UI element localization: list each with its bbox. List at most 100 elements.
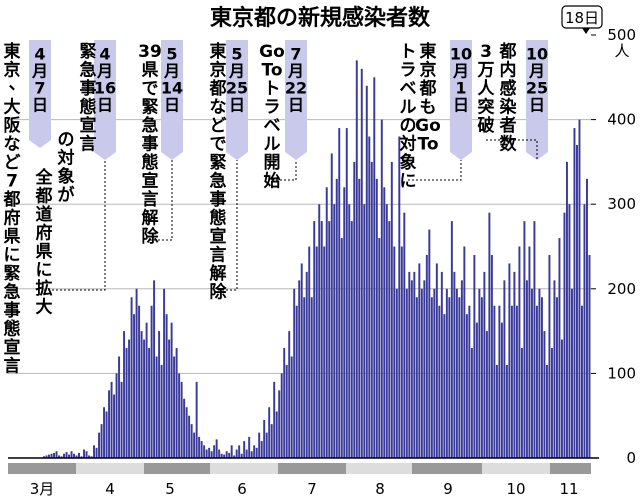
bar	[170, 322, 173, 458]
bar	[113, 394, 116, 458]
bar	[348, 204, 351, 458]
bar	[158, 331, 161, 458]
bar	[143, 339, 146, 458]
bar	[468, 305, 471, 458]
bar	[450, 221, 453, 458]
bar	[588, 254, 591, 458]
svg-text:急: 急	[80, 60, 97, 81]
bar	[533, 221, 536, 458]
svg-text:言: 言	[4, 356, 21, 377]
svg-text:宣: 宣	[142, 171, 159, 192]
leader-line-2	[44, 160, 106, 291]
bar	[578, 119, 581, 458]
x-tick-label: 5	[165, 480, 175, 498]
svg-text:者: 者	[499, 115, 517, 136]
svg-text:7: 7	[290, 45, 301, 64]
bar	[103, 407, 106, 458]
bar	[268, 407, 271, 458]
bar	[445, 288, 448, 458]
svg-text:日: 日	[164, 96, 180, 115]
bar	[535, 305, 538, 458]
bar	[355, 60, 358, 458]
bar	[120, 381, 123, 458]
date-tag-pointer	[29, 140, 51, 148]
x-tick-label: 3月	[30, 480, 55, 498]
bar	[370, 161, 373, 458]
svg-text:内: 内	[500, 60, 517, 81]
bar	[213, 445, 216, 458]
bar	[210, 451, 213, 458]
date-tag-box	[161, 40, 183, 152]
svg-text:緊: 緊	[4, 264, 21, 284]
svg-text:言: 言	[210, 245, 227, 266]
bar	[183, 398, 186, 458]
bar	[538, 288, 541, 458]
bar	[208, 447, 211, 458]
month-band-segment	[210, 463, 278, 474]
bar	[433, 288, 436, 458]
date-tag-box	[526, 40, 548, 152]
bar	[350, 221, 353, 458]
svg-text:16: 16	[94, 79, 116, 98]
svg-text:ル: ル	[400, 98, 417, 118]
month-band-segment	[144, 463, 210, 474]
date-tag-pointer	[450, 152, 472, 160]
svg-text:に: に	[36, 261, 53, 281]
bar	[255, 447, 258, 458]
svg-text:府: 府	[36, 223, 53, 244]
svg-text:言: 言	[80, 134, 97, 155]
x-tick-label: 8	[375, 480, 385, 498]
svg-text:で: で	[210, 135, 227, 155]
svg-text:大: 大	[4, 97, 21, 118]
svg-text:14: 14	[161, 79, 183, 98]
svg-text:22: 22	[285, 79, 307, 98]
bar	[398, 136, 401, 458]
svg-text:開: 開	[264, 153, 281, 173]
bar	[303, 297, 306, 458]
svg-text:道: 道	[36, 204, 53, 225]
bar	[308, 246, 311, 458]
bar	[435, 263, 438, 458]
bar	[470, 348, 473, 458]
svg-text:急: 急	[210, 171, 227, 192]
bar	[225, 451, 228, 458]
bar	[195, 381, 198, 458]
bar	[283, 348, 286, 458]
bar	[223, 454, 226, 458]
svg-text:京: 京	[4, 60, 21, 81]
bar	[560, 339, 563, 458]
bar	[325, 187, 328, 458]
bar	[568, 204, 571, 458]
svg-text:県: 県	[142, 61, 159, 81]
bar	[425, 254, 428, 458]
month-band-segment	[550, 463, 591, 474]
svg-text:緊: 緊	[80, 42, 97, 62]
bar	[85, 451, 88, 458]
bar	[410, 280, 413, 458]
svg-text:大: 大	[36, 297, 53, 318]
svg-text:宣: 宣	[80, 115, 97, 136]
svg-text:言: 言	[142, 189, 159, 210]
bar	[463, 246, 466, 458]
bar	[490, 254, 493, 458]
bar	[550, 348, 553, 458]
bar	[263, 419, 266, 458]
date-tag-pointer	[526, 152, 548, 160]
svg-text:ベ: ベ	[400, 79, 417, 99]
bar	[340, 238, 343, 458]
bar	[453, 271, 456, 458]
svg-text:月: 月	[31, 62, 48, 81]
svg-text:事: 事	[142, 135, 159, 155]
bar	[440, 271, 443, 458]
svg-text:To: To	[417, 135, 438, 155]
bar	[105, 411, 108, 458]
svg-text:月: 月	[452, 62, 469, 81]
bar	[573, 128, 576, 458]
svg-text:東: 東	[4, 41, 21, 62]
